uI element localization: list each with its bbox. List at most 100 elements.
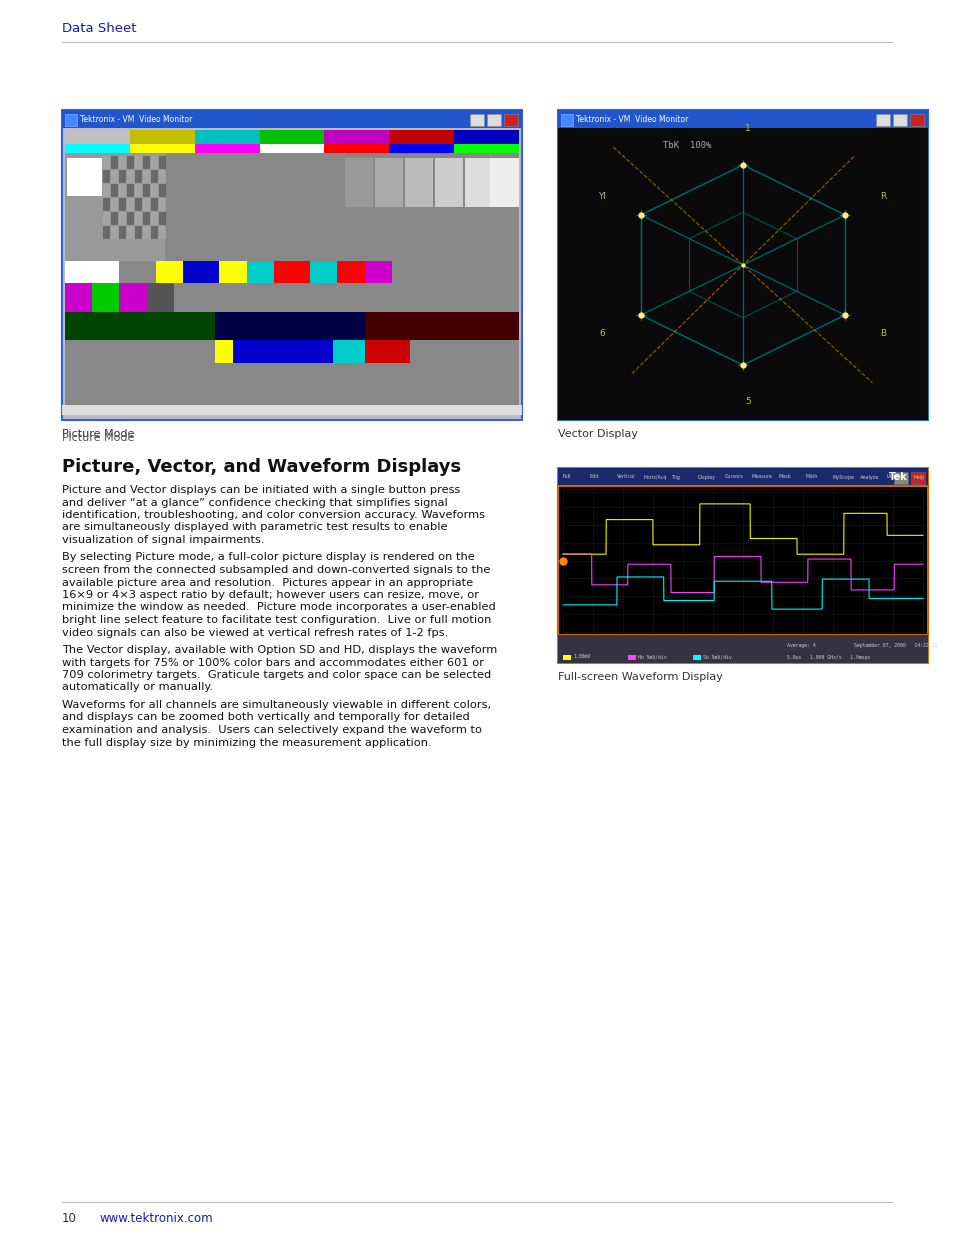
Text: Horiz/Acq: Horiz/Acq: [643, 474, 667, 479]
Text: Tek: Tek: [887, 472, 906, 482]
Bar: [62, 110, 521, 420]
Text: September 07, 2000   14:22:31: September 07, 2000 14:22:31: [853, 643, 937, 648]
Bar: [65, 130, 518, 414]
Text: visualization of signal impairments.: visualization of signal impairments.: [62, 535, 264, 545]
Text: Full: Full: [562, 474, 571, 479]
Bar: [127, 198, 134, 211]
Text: B: B: [880, 329, 885, 337]
Bar: [62, 110, 521, 128]
Text: 709 colorimetry targets.  Graticule targets and color space can be selected: 709 colorimetry targets. Graticule targe…: [62, 671, 491, 680]
Bar: [560, 114, 573, 126]
Text: By selecting Picture mode, a full-color picture display is rendered on the: By selecting Picture mode, a full-color …: [62, 552, 475, 562]
Text: Vector Display: Vector Display: [558, 429, 638, 438]
Bar: [194, 144, 259, 153]
Bar: [65, 153, 518, 261]
Bar: [219, 261, 246, 283]
Bar: [127, 156, 134, 169]
Text: www.tektronix.com: www.tektronix.com: [100, 1212, 213, 1224]
Bar: [103, 170, 111, 183]
Bar: [134, 156, 142, 169]
Text: and displays can be zoomed both vertically and temporally for detailed: and displays can be zoomed both vertical…: [62, 713, 469, 722]
Bar: [111, 156, 118, 169]
Bar: [389, 144, 454, 153]
Bar: [337, 261, 364, 283]
Bar: [503, 114, 517, 126]
Bar: [119, 212, 127, 225]
Bar: [111, 184, 118, 196]
Text: Measure: Measure: [751, 474, 772, 479]
Bar: [454, 130, 518, 144]
Bar: [119, 226, 127, 240]
Bar: [314, 158, 343, 206]
Bar: [259, 130, 324, 144]
Bar: [92, 283, 119, 311]
Text: R: R: [880, 193, 885, 201]
Bar: [127, 212, 134, 225]
Bar: [470, 114, 483, 126]
Bar: [435, 158, 462, 206]
Text: screen from the connected subsampled and down-converted signals to the: screen from the connected subsampled and…: [62, 564, 490, 576]
Bar: [454, 144, 518, 153]
Text: 16×9 or 4×3 aspect ratio by default; however users can resize, move, or: 16×9 or 4×3 aspect ratio by default; how…: [62, 590, 478, 600]
Bar: [67, 158, 102, 196]
Bar: [103, 198, 111, 211]
Text: MyScope: MyScope: [832, 474, 854, 479]
Bar: [151, 198, 158, 211]
Bar: [134, 170, 142, 183]
Text: Analyze: Analyze: [859, 474, 879, 479]
Text: are simultaneously displayed with parametric test results to enable: are simultaneously displayed with parame…: [62, 522, 447, 532]
Text: 6: 6: [598, 329, 604, 337]
Bar: [151, 156, 158, 169]
Text: Mask: Mask: [779, 474, 791, 479]
Text: Hb 5mV/div: Hb 5mV/div: [638, 655, 666, 659]
Bar: [464, 158, 493, 206]
Text: 5.0us   1.000 GHz/s   1.0msps: 5.0us 1.000 GHz/s 1.0msps: [786, 655, 870, 659]
Bar: [389, 130, 454, 144]
Bar: [134, 198, 142, 211]
Bar: [404, 158, 433, 206]
Bar: [62, 405, 521, 415]
Bar: [151, 212, 158, 225]
Bar: [134, 212, 142, 225]
Text: and deliver “at a glance” confidence checking that simplifies signal: and deliver “at a glance” confidence che…: [62, 498, 447, 508]
Bar: [159, 184, 166, 196]
Bar: [392, 261, 518, 283]
Bar: [103, 184, 111, 196]
Bar: [155, 261, 183, 283]
Text: video signals can also be viewed at vertical refresh rates of 1-2 fps.: video signals can also be viewed at vert…: [62, 627, 448, 637]
Bar: [119, 198, 127, 211]
Text: 1: 1: [744, 124, 750, 133]
Bar: [692, 655, 700, 659]
Bar: [558, 635, 927, 663]
Bar: [143, 156, 151, 169]
Text: The Vector display, available with Option SD and HD, displays the waveform: The Vector display, available with Optio…: [62, 645, 497, 655]
Text: available picture area and resolution.  Pictures appear in an appropriate: available picture area and resolution. P…: [62, 578, 473, 588]
Bar: [364, 261, 392, 283]
Bar: [490, 158, 518, 206]
Bar: [893, 472, 907, 484]
Bar: [127, 226, 134, 240]
Text: Cursors: Cursors: [724, 474, 743, 479]
Bar: [111, 212, 118, 225]
Bar: [344, 158, 373, 206]
Bar: [558, 468, 927, 663]
Bar: [111, 226, 118, 240]
Bar: [119, 156, 127, 169]
Bar: [143, 184, 151, 196]
Bar: [159, 212, 166, 225]
Bar: [259, 144, 324, 153]
Bar: [130, 130, 194, 144]
Bar: [892, 114, 906, 126]
Text: 10: 10: [62, 1212, 77, 1224]
Text: Tektronix - VM  Video Monitor: Tektronix - VM Video Monitor: [80, 115, 193, 124]
Bar: [183, 261, 219, 283]
Bar: [910, 472, 924, 484]
Bar: [65, 130, 130, 144]
Text: Edit: Edit: [589, 474, 599, 479]
Text: Display: Display: [698, 474, 716, 479]
Bar: [127, 170, 134, 183]
Bar: [159, 170, 166, 183]
Bar: [558, 487, 927, 635]
Bar: [558, 110, 927, 420]
Bar: [151, 170, 158, 183]
